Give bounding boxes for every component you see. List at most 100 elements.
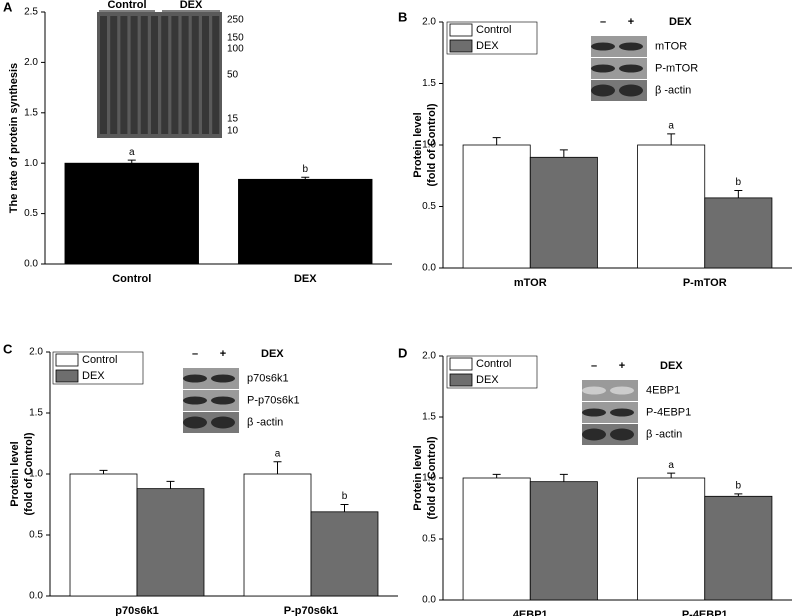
blot-band bbox=[610, 428, 634, 441]
y-axis-label: Protein level bbox=[412, 112, 424, 177]
blot-band bbox=[619, 84, 643, 97]
blot-band bbox=[183, 374, 207, 383]
blot-label: mTOR bbox=[655, 40, 687, 52]
error-bar bbox=[273, 461, 282, 474]
marker-label: 100 bbox=[227, 44, 244, 55]
blot-label: β -actin bbox=[646, 428, 682, 440]
x-tick-label: DEX bbox=[294, 273, 317, 285]
blot-lane bbox=[212, 16, 220, 134]
y-tick-label: 2.0 bbox=[422, 351, 436, 362]
legend-swatch bbox=[55, 353, 79, 367]
panel-letter: C bbox=[3, 341, 13, 356]
significance-letter: a bbox=[668, 460, 674, 471]
blot-lane bbox=[110, 16, 118, 134]
y-tick-label: 1.0 bbox=[24, 158, 38, 169]
blot-label: P-mTOR bbox=[655, 62, 698, 74]
x-tick-label: p70s6k1 bbox=[115, 605, 158, 616]
error-bar bbox=[492, 137, 501, 145]
lane-label: DEX bbox=[180, 0, 203, 11]
y-tick-label: 2.0 bbox=[24, 57, 38, 68]
significance-letter: a bbox=[275, 448, 281, 459]
blot-lane bbox=[161, 16, 169, 134]
y-tick-label: 2.0 bbox=[29, 347, 43, 358]
error-bar bbox=[127, 159, 136, 164]
x-tick-label: mTOR bbox=[514, 277, 547, 289]
legend-label: DEX bbox=[476, 40, 499, 52]
legend-swatch bbox=[449, 373, 473, 387]
y-tick-label: 0.5 bbox=[422, 201, 436, 212]
blot-lane bbox=[191, 16, 199, 134]
blot-band bbox=[591, 42, 615, 51]
error-bar bbox=[734, 190, 743, 198]
significance-letter: a bbox=[129, 147, 135, 158]
blot-band bbox=[582, 428, 606, 441]
blot-label: P-p70s6k1 bbox=[247, 394, 300, 406]
y-axis-label: (fold of Control) bbox=[23, 432, 35, 515]
y-tick-label: 1.5 bbox=[29, 408, 43, 419]
marker-label: 250 bbox=[227, 15, 244, 26]
marker-label: 15 bbox=[227, 114, 239, 125]
error-bar bbox=[166, 480, 175, 489]
legend-label: Control bbox=[476, 358, 511, 370]
error-bar bbox=[301, 176, 310, 180]
blot-label: β -actin bbox=[655, 84, 691, 96]
y-tick-label: 0.5 bbox=[29, 530, 43, 541]
blot-header: – bbox=[591, 360, 597, 372]
bar bbox=[136, 488, 205, 597]
blot-band bbox=[582, 408, 606, 417]
marker-label: 50 bbox=[227, 70, 239, 81]
panel-letter: D bbox=[398, 345, 407, 360]
y-tick-label: 0.5 bbox=[24, 208, 38, 219]
blot-band bbox=[619, 64, 643, 73]
blot-image bbox=[97, 12, 222, 138]
y-tick-label: 2.0 bbox=[422, 17, 436, 28]
blot-band bbox=[211, 416, 235, 429]
y-axis-label: (fold of Control) bbox=[426, 436, 438, 519]
panel-letter: B bbox=[398, 9, 407, 24]
blot-band bbox=[619, 42, 643, 51]
bar bbox=[637, 477, 706, 601]
legend-label: Control bbox=[82, 354, 117, 366]
significance-letter: b bbox=[736, 481, 742, 492]
blot-lane bbox=[181, 16, 189, 134]
significance-letter: b bbox=[302, 164, 308, 175]
panel-letter: A bbox=[3, 0, 13, 14]
legend-swatch bbox=[449, 23, 473, 37]
blot-header: DEX bbox=[669, 16, 692, 28]
y-tick-label: 1.5 bbox=[422, 412, 436, 423]
x-tick-label: P-4EBP1 bbox=[682, 609, 728, 616]
error-bar bbox=[667, 133, 676, 145]
error-bar bbox=[559, 149, 568, 158]
legend-label: DEX bbox=[82, 370, 105, 382]
bar bbox=[243, 473, 312, 597]
legend-label: Control bbox=[476, 24, 511, 36]
bar bbox=[529, 481, 598, 601]
legend-swatch bbox=[449, 357, 473, 371]
blot-lane bbox=[120, 16, 128, 134]
bar bbox=[704, 495, 773, 601]
lane-label: Control bbox=[107, 0, 146, 11]
blot-band bbox=[610, 408, 634, 417]
y-tick-label: 0.0 bbox=[24, 259, 38, 270]
bar bbox=[462, 477, 531, 601]
y-tick-label: 1.5 bbox=[24, 107, 38, 118]
blot-band bbox=[211, 374, 235, 383]
error-bar bbox=[667, 472, 676, 478]
blot-header: + bbox=[619, 360, 625, 372]
error-bar bbox=[340, 504, 349, 512]
blot-header: + bbox=[220, 348, 226, 360]
y-axis-label: Protein level bbox=[412, 445, 424, 510]
blot-lane bbox=[202, 16, 209, 134]
blot-band bbox=[183, 396, 207, 405]
y-tick-label: 0.0 bbox=[422, 595, 436, 606]
y-tick-label: 1.0 bbox=[422, 140, 436, 151]
blot-band bbox=[591, 84, 615, 97]
error-bar bbox=[734, 493, 743, 497]
x-tick-label: 4EBP1 bbox=[513, 609, 548, 616]
blot-lane bbox=[171, 16, 179, 134]
error-bar bbox=[559, 473, 568, 482]
blot-band bbox=[591, 64, 615, 73]
blot-header: DEX bbox=[261, 348, 284, 360]
legend-swatch bbox=[449, 39, 473, 53]
y-tick-label: 0.0 bbox=[29, 591, 43, 602]
